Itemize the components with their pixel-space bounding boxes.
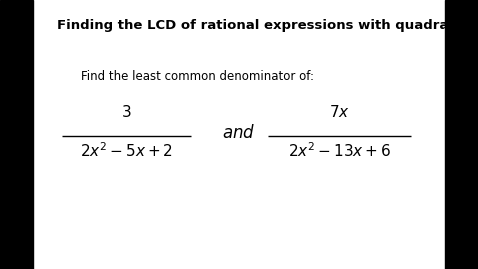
Bar [0,0,33,269]
Text: $7x$: $7x$ [329,104,350,120]
Text: Find the least common denominator of:: Find the least common denominator of: [81,70,314,83]
Text: Finding the LCD of rational expressions with quadratic denominators.: Finding the LCD of rational expressions … [57,19,478,32]
Text: $and$: $and$ [222,124,256,142]
Text: $2x^2-13x+6$: $2x^2-13x+6$ [288,141,391,160]
Bar [445,0,478,269]
Text: $2x^2-5x+2$: $2x^2-5x+2$ [80,141,173,160]
Text: $3$: $3$ [121,104,132,120]
